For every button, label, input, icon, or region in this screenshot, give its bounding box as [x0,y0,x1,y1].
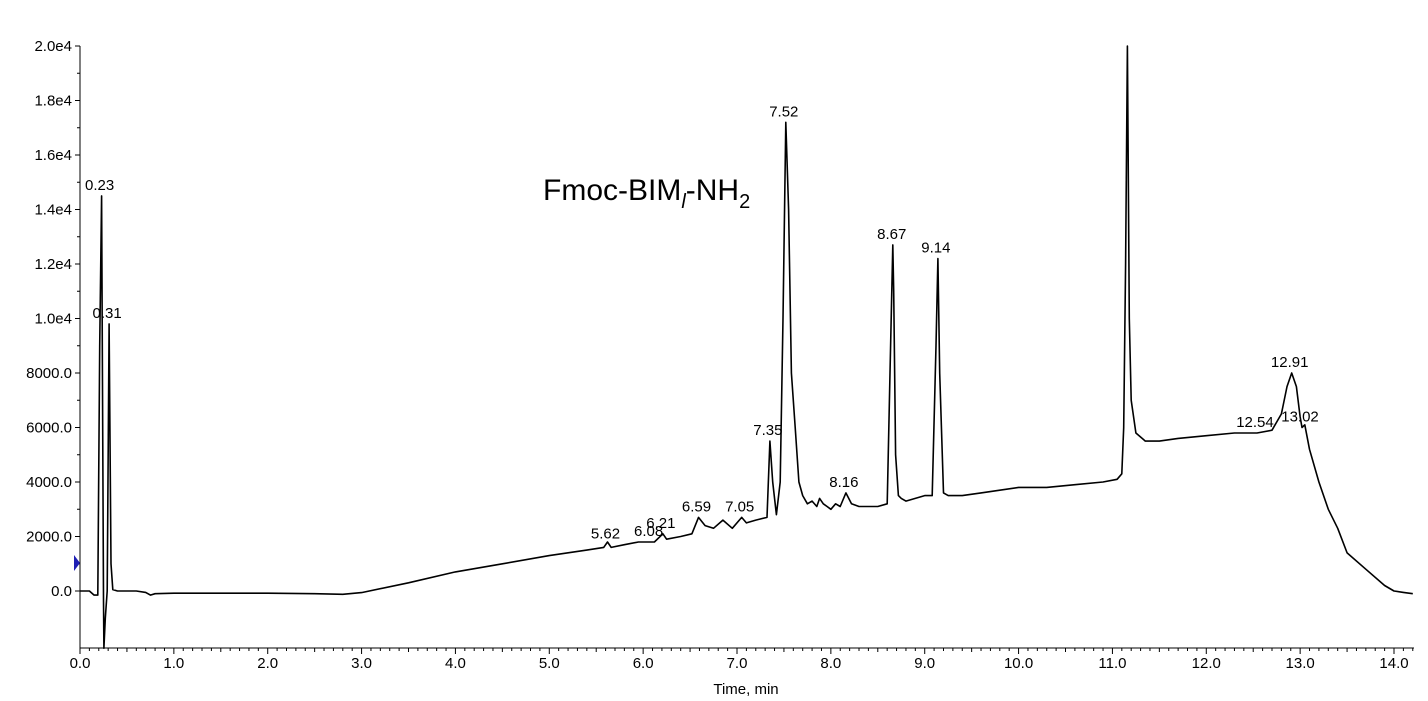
x-axis-title: Time, min [713,681,778,698]
x-tick-label: 13.0 [1286,655,1315,672]
y-tick-label: 8000.0 [26,365,72,382]
y-tick-label: 4000.0 [26,474,72,491]
y-tick-label: 1.0e4 [34,311,72,328]
x-tick-label: 11.0 [1098,655,1126,672]
y-tick-label: 1.8e4 [34,93,72,110]
peak-label: 12.54 [1236,414,1274,431]
compound-sub2: 2 [739,191,750,213]
y-tick-label: 2.0e4 [34,38,72,55]
peak-label: 7.05 [725,498,754,515]
axes [79,46,1414,649]
peak-label: 12.91 [1271,354,1309,371]
peak-label: 8.67 [877,226,906,243]
peak-label: 7.52 [769,103,798,120]
peak-label: 6.21 [646,515,675,532]
y-tick-label: 2000.0 [26,529,72,546]
peak-label: 6.59 [682,498,711,515]
compound-italic-sub: l [681,191,686,213]
y-tick-label: 1.6e4 [34,147,72,164]
peak-label: 5.62 [591,526,620,543]
x-tick-label: 0.0 [70,655,91,672]
y-tick-label: 0.0 [51,583,72,600]
peak-label: 0.23 [85,177,114,194]
y-tick-label: 1.4e4 [34,202,72,219]
x-tick-label: 8.0 [820,655,841,672]
chromatogram-trace [80,45,1413,649]
x-tick-label: 6.0 [633,655,654,672]
x-tick-label: 3.0 [351,655,372,672]
peak-label: 0.31 [92,305,121,322]
peak-label: 9.14 [921,240,950,257]
x-tick-label: 12.0 [1192,655,1221,672]
y-ticks: 0.0 2000.0 4000.0 6000.0 8000.0 1.0e4 1.2e4 1.4… [26,38,80,600]
x-tick-label: 1.0 [163,655,184,672]
peak-labels: 0.23 0.31 5.62 6.086.21 6.59 7.05 7.35 7.52 8.16… [85,103,1319,542]
peak-label: 13.02 [1281,409,1319,426]
x-tick-label: 2.0 [257,655,278,672]
x-ticks: 0.0 1.0 2.0 3.0 4.0 5.0 6.0 7.0 8.0 9.0 10.0 11.0 12… [70,648,1414,672]
y-tick-label: 1.2e4 [34,256,72,273]
compound-suffix: -NH [686,174,739,207]
compound-annotation: Fmoc-BIMl-NH2 [543,174,750,213]
compound-main: Fmoc-BIM [543,174,681,207]
peak-label: 8.16 [829,474,858,491]
baseline-marker-icon [74,555,80,571]
x-tick-label: 10.0 [1004,655,1033,672]
x-tick-label: 14.0 [1379,655,1408,672]
x-tick-label: 9.0 [914,655,935,672]
peak-label: 7.35 [753,422,782,439]
y-tick-label: 6000.0 [26,420,72,437]
peak-label: 6.08 [634,523,663,540]
x-tick-label: 7.0 [727,655,748,672]
x-tick-label: 4.0 [445,655,466,672]
x-tick-label: 5.0 [539,655,560,672]
